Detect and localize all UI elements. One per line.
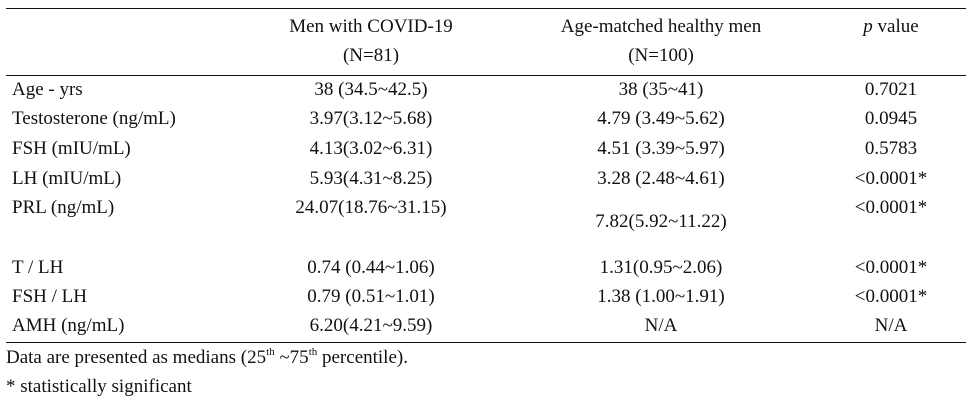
header-healthy-title: Age-matched healthy men — [560, 16, 762, 37]
row-label: FSH (mIU/mL) — [12, 138, 131, 159]
p-value: <0.0001* — [854, 197, 928, 218]
table-notes: Data are presented as medians (25th ~75t… — [6, 343, 408, 401]
row-label: FSH / LH — [12, 286, 87, 307]
row-label: LH (mIU/mL) — [12, 168, 122, 189]
header-p-rest: value — [872, 16, 919, 37]
table-row: FSH / LH 0.79 (0.51~1.01) 1.38 (1.00~1.9… — [6, 282, 966, 312]
table-row: T / LH 0.74 (0.44~1.06) 1.31(0.95~2.06) … — [6, 253, 966, 283]
covid-value: 24.07(18.76~31.15) — [295, 197, 447, 218]
covid-value: 0.79 (0.51~1.01) — [307, 286, 435, 307]
p-value: 0.0945 — [864, 108, 918, 129]
healthy-value: 3.28 (2.48~4.61) — [597, 168, 725, 189]
p-value: 0.5783 — [864, 138, 918, 159]
row-label: Testosterone (ng/mL) — [12, 108, 176, 129]
header-covid: Men with COVID-19 (N=81) — [241, 12, 501, 70]
row-label: PRL (ng/mL) — [12, 197, 115, 218]
p-value: N/A — [874, 315, 908, 336]
table-top-rule — [6, 8, 966, 9]
covid-value: 4.13(3.02~6.31) — [309, 138, 433, 159]
table-row: AMH (ng/mL) 6.20(4.21~9.59) N/A N/A — [6, 311, 966, 341]
header-p-letter: p — [863, 16, 873, 37]
row-label: T / LH — [12, 257, 64, 278]
covid-value: 0.74 (0.44~1.06) — [307, 257, 435, 278]
covid-value: 5.93(4.31~8.25) — [309, 168, 433, 189]
header-covid-n: (N=81) — [342, 45, 400, 66]
healthy-value: 1.31(0.95~2.06) — [599, 257, 723, 278]
row-label: AMH (ng/mL) — [12, 315, 125, 336]
healthy-value: 1.38 (1.00~1.91) — [597, 286, 725, 307]
header-healthy: Age-matched healthy men (N=100) — [511, 12, 811, 70]
healthy-value: N/A — [644, 315, 678, 336]
header-covid-title: Men with COVID-19 — [289, 16, 453, 37]
table-row: Age - yrs 38 (34.5~42.5) 38 (35~41) 0.70… — [6, 75, 966, 105]
note-significance: * statistically significant — [6, 376, 192, 397]
table-row: PRL (ng/mL) 24.07(18.76~31.15) 7.82(5.92… — [6, 193, 966, 232]
table-header-rule — [6, 75, 966, 76]
p-value: <0.0001* — [854, 257, 928, 278]
healthy-value: 7.82(5.92~11.22) — [595, 211, 727, 232]
p-value: 0.7021 — [864, 79, 918, 100]
note-data-presentation: Data are presented as medians (25th ~75t… — [6, 346, 408, 369]
header-healthy-n: (N=100) — [628, 45, 694, 66]
healthy-value: 38 (35~41) — [618, 79, 704, 100]
healthy-value: 4.51 (3.39~5.97) — [597, 138, 725, 159]
covid-value: 6.20(4.21~9.59) — [309, 315, 433, 336]
healthy-value: 4.79 (3.49~5.62) — [597, 108, 725, 129]
table-row: LH (mIU/mL) 5.93(4.31~8.25) 3.28 (2.48~4… — [6, 164, 966, 194]
row-label: Age - yrs — [12, 79, 83, 100]
covid-value: 38 (34.5~42.5) — [314, 79, 428, 100]
table-row: FSH (mIU/mL) 4.13(3.02~6.31) 4.51 (3.39~… — [6, 134, 966, 164]
header-p-value: p value — [821, 12, 961, 41]
covid-value: 3.97(3.12~5.68) — [309, 108, 433, 129]
table-row: Testosterone (ng/mL) 3.97(3.12~5.68) 4.7… — [6, 104, 966, 134]
p-value: <0.0001* — [854, 286, 928, 307]
p-value: <0.0001* — [854, 168, 928, 189]
table-bottom-rule — [6, 342, 966, 343]
